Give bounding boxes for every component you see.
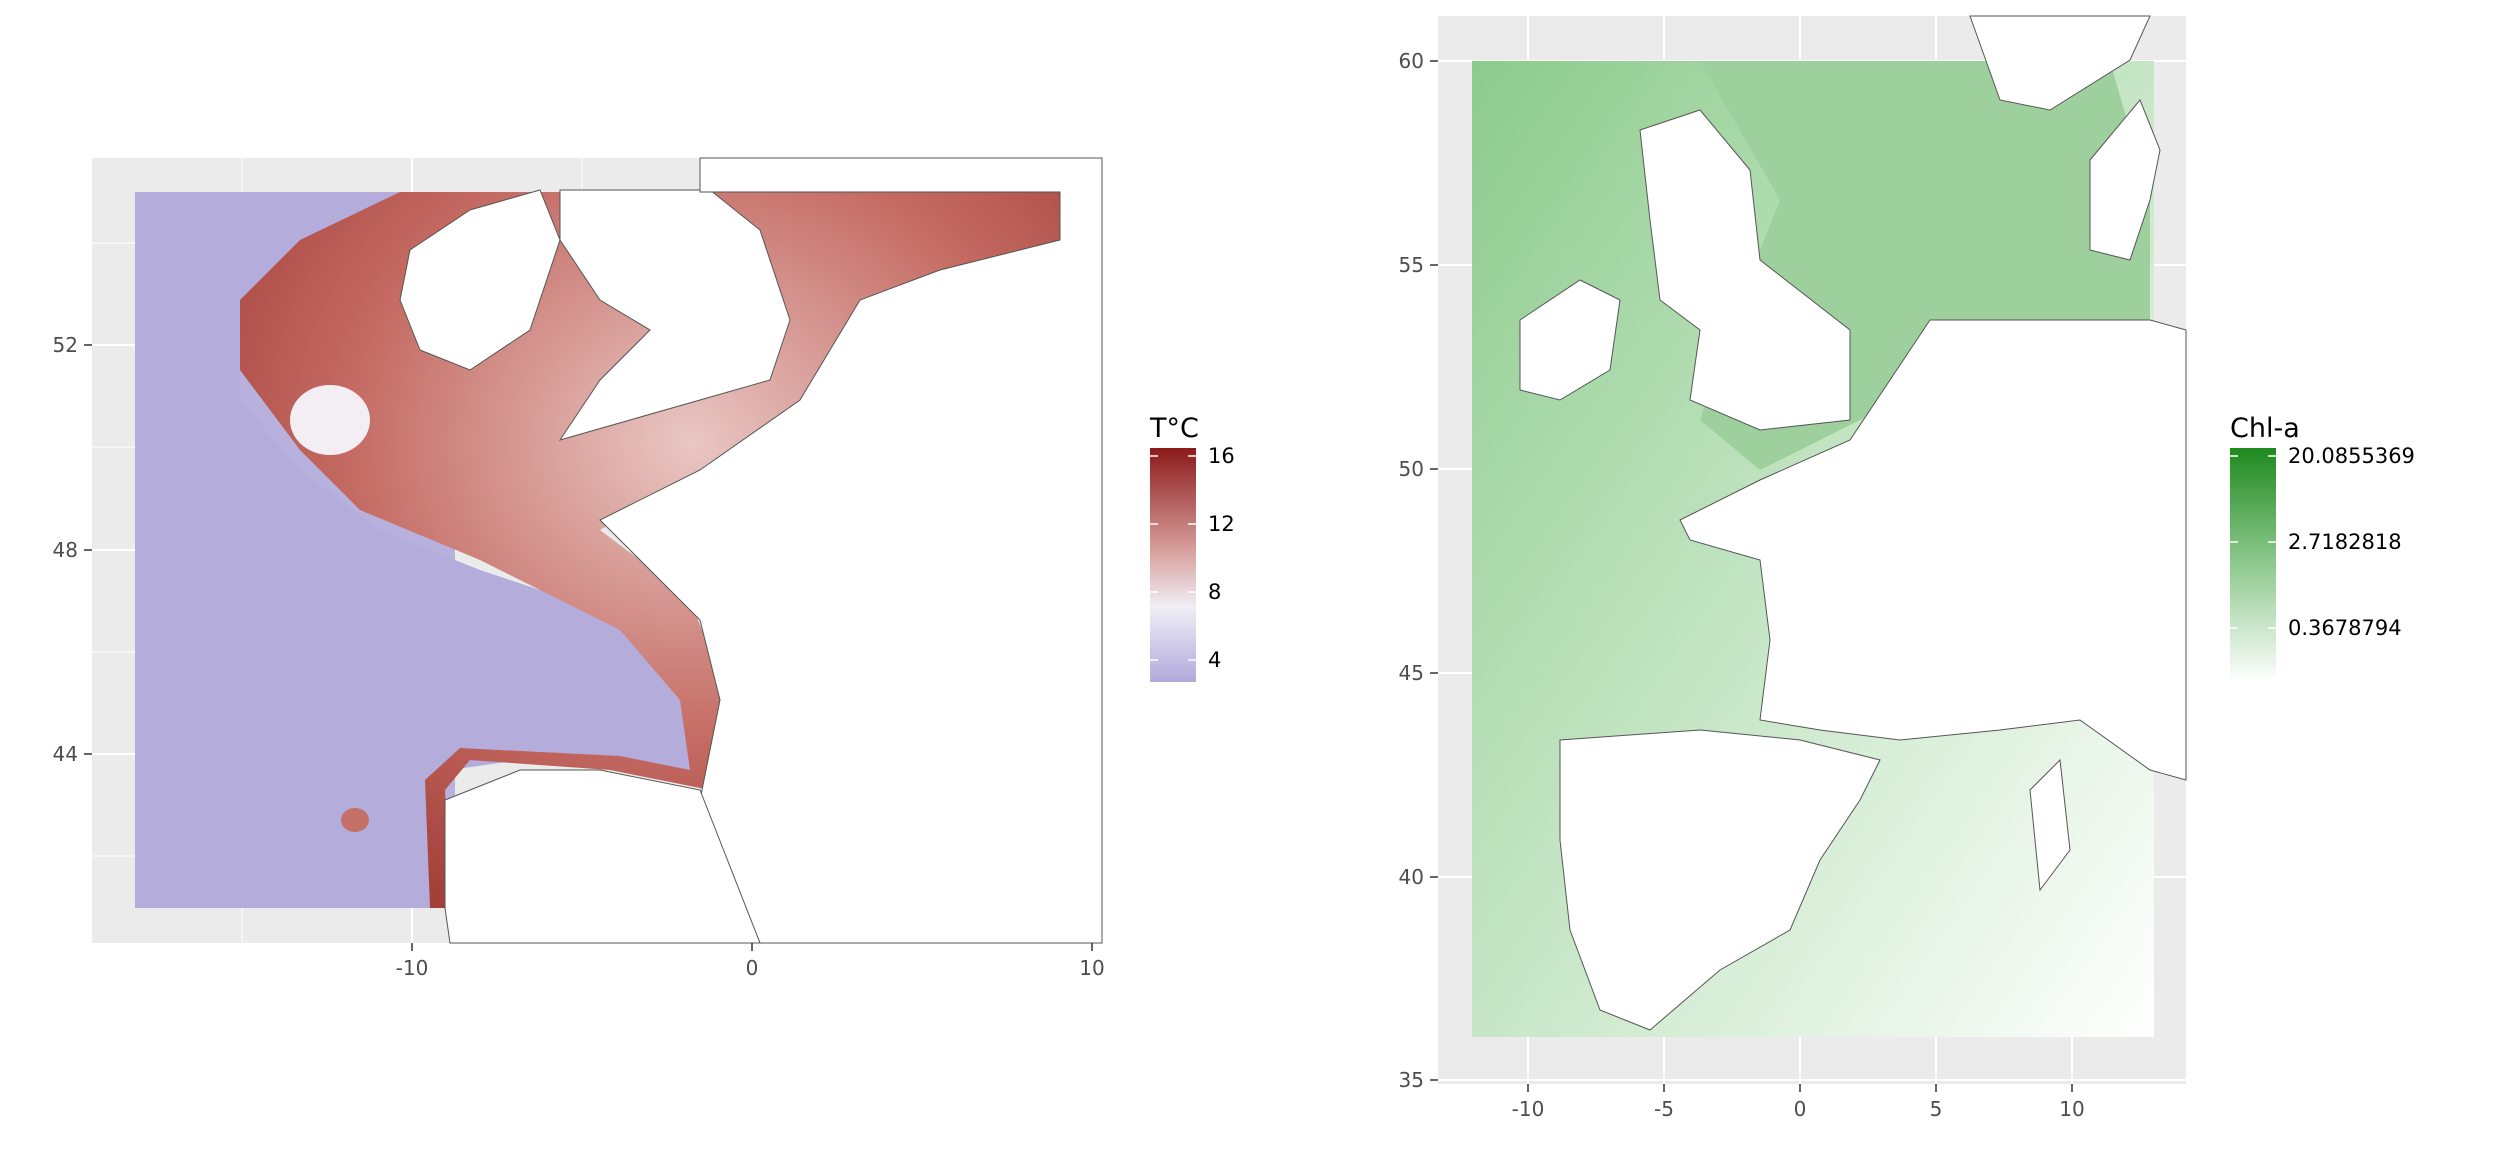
chlorophyll-x-tick: -10 xyxy=(1512,1097,1545,1121)
temperature-offshore-spot xyxy=(341,808,369,832)
temperature-x-tick: -10 xyxy=(396,956,429,980)
chlorophyll-colorbar xyxy=(2230,448,2276,682)
temperature-legend-label: 8 xyxy=(1208,580,1221,604)
chlorophyll-legend-title: Chl-a xyxy=(2230,413,2300,444)
chlorophyll-y-tick: 40 xyxy=(1399,865,1424,889)
chlorophyll-map xyxy=(1438,15,2187,1084)
chlorophyll-x-tick: 0 xyxy=(1794,1097,1807,1121)
temperature-legend-title: T°C xyxy=(1149,413,1199,444)
temperature-x-tick: 0 xyxy=(746,956,759,980)
chlorophyll-x-tick: 5 xyxy=(1930,1097,1943,1121)
chlorophyll-legend-label: 20.0855369 xyxy=(2288,444,2415,468)
temperature-y-tick: 48 xyxy=(53,538,78,562)
chlorophyll-land xyxy=(1519,15,2187,1031)
temperature-y-tick: 52 xyxy=(53,333,78,357)
temperature-legend: T°C 16 12 8 4 xyxy=(1149,413,1235,682)
temperature-y-axis: 52 48 44 xyxy=(53,333,92,766)
chlorophyll-x-tick: -5 xyxy=(1654,1097,1674,1121)
chlorophyll-y-axis: 60 55 50 45 40 35 xyxy=(1399,49,1438,1092)
chlorophyll-y-tick: 35 xyxy=(1399,1068,1424,1092)
temperature-warm-shelf xyxy=(240,192,1060,908)
temperature-land xyxy=(399,157,1103,944)
chlorophyll-x-tick: 10 xyxy=(2059,1097,2084,1121)
temperature-cold-ocean-body xyxy=(135,192,710,908)
chlorophyll-y-tick: 60 xyxy=(1399,49,1424,73)
temperature-x-axis: -10 0 10 xyxy=(396,943,1105,980)
chlorophyll-legend-label: 2.7182818 xyxy=(2288,530,2402,554)
temperature-y-tick: 44 xyxy=(53,742,78,766)
temperature-legend-label: 4 xyxy=(1208,648,1221,672)
chlorophyll-x-axis: -10 -5 0 5 10 xyxy=(1512,1084,2085,1121)
temperature-legend-label: 12 xyxy=(1208,512,1235,536)
chlorophyll-y-tick: 50 xyxy=(1399,457,1424,481)
chlorophyll-legend-label: 0.3678794 xyxy=(2288,616,2402,640)
temperature-warm-eddy xyxy=(290,385,370,455)
chlorophyll-y-tick: 45 xyxy=(1399,661,1424,685)
temperature-legend-label: 16 xyxy=(1208,444,1235,468)
temperature-map xyxy=(92,157,1103,944)
chlorophyll-legend: Chl-a 20.0855369 2.7182818 0.3678794 xyxy=(2230,413,2415,682)
temperature-x-tick: 10 xyxy=(1079,956,1104,980)
temperature-colorbar xyxy=(1150,448,1196,682)
chlorophyll-y-tick: 55 xyxy=(1399,253,1424,277)
